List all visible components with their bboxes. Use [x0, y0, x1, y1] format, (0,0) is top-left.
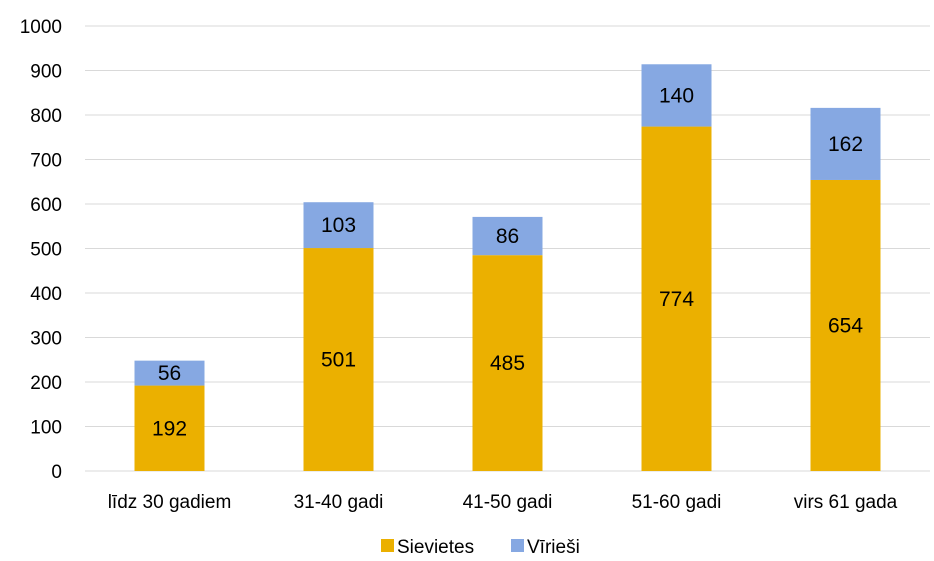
x-tick-label-1: 31-40 gadi: [294, 492, 384, 513]
data-label-1-2: 86: [496, 225, 519, 248]
data-label-1-4: 162: [828, 133, 863, 156]
bar-0-2: [472, 255, 543, 471]
data-label-1-1: 103: [321, 214, 356, 237]
bar-0-0: [134, 385, 205, 471]
bar-1-0: [134, 360, 205, 386]
y-axis: 0 100 200 300 400 500 600 700 800 900 1000: [20, 17, 62, 483]
y-tick-label-700: 700: [30, 151, 62, 172]
data-label-0-4: 654: [828, 314, 863, 337]
y-tick-label-500: 500: [30, 240, 62, 261]
bar-1-1: [303, 202, 374, 249]
legend: Sievietes Vīrieši: [381, 537, 580, 558]
legend-swatch-sievietes: [381, 539, 394, 552]
y-tick-label-400: 400: [30, 284, 62, 305]
data-label-0-3: 774: [659, 288, 694, 311]
data-label-1-0: 56: [158, 362, 181, 385]
bars: 192 56 501 103 485 86 774 140 654 162: [134, 64, 881, 471]
legend-label-virieši: Vīrieši: [527, 537, 580, 558]
x-tick-label-4: virs 61 gada: [794, 492, 898, 513]
bar-0-4: [810, 179, 881, 471]
data-label-0-1: 501: [321, 349, 356, 372]
bar-1-4: [810, 107, 881, 180]
bar-1-2: [472, 216, 543, 256]
bar-0-3: [641, 126, 712, 471]
data-label-0-0: 192: [152, 417, 187, 440]
legend-swatch-virieši: [511, 539, 524, 552]
data-label-1-3: 140: [659, 84, 694, 107]
y-tick-label-600: 600: [30, 195, 62, 216]
x-tick-label-0: līdz 30 gadiem: [108, 492, 232, 513]
legend-label-sievietes: Sievietes: [397, 537, 474, 558]
y-tick-label-900: 900: [30, 62, 62, 83]
y-tick-label-300: 300: [30, 329, 62, 350]
bar-1-3: [641, 64, 712, 127]
y-tick-label-1000: 1000: [20, 17, 62, 38]
x-tick-label-2: 41-50 gadi: [463, 492, 553, 513]
y-tick-label-800: 800: [30, 106, 62, 127]
x-tick-label-3: 51-60 gadi: [632, 492, 722, 513]
x-axis: līdz 30 gadiem 31-40 gadi 41-50 gadi 51-60 …: [108, 492, 898, 513]
bar-0-1: [303, 248, 374, 471]
y-tick-label-100: 100: [30, 418, 62, 439]
y-tick-label-200: 200: [30, 373, 62, 394]
y-tick-label-0: 0: [51, 462, 62, 483]
data-label-0-2: 485: [490, 352, 525, 375]
